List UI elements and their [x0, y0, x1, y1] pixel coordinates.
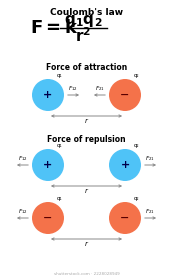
Text: $F_{21}$: $F_{21}$: [145, 207, 155, 216]
Text: $F_{21}$: $F_{21}$: [145, 154, 155, 163]
Circle shape: [109, 202, 141, 234]
Text: $F_{21}$: $F_{21}$: [95, 84, 105, 93]
Text: −: −: [120, 90, 130, 100]
Text: $\bf{q_1q_2}$: $\bf{q_1q_2}$: [64, 13, 102, 29]
Text: $\bf{r^2}$: $\bf{r^2}$: [75, 27, 91, 45]
Text: +: +: [43, 90, 53, 100]
Circle shape: [32, 202, 64, 234]
Text: q₂: q₂: [134, 143, 139, 148]
Text: q₂: q₂: [134, 73, 139, 78]
Text: Coulomb's law: Coulomb's law: [50, 8, 123, 17]
Text: q₁: q₁: [57, 73, 62, 78]
Text: Force of repulsion: Force of repulsion: [47, 136, 126, 144]
Circle shape: [32, 79, 64, 111]
Text: $F_{12}$: $F_{12}$: [18, 154, 28, 163]
Text: q₁: q₁: [57, 143, 62, 148]
Text: +: +: [120, 160, 130, 170]
Circle shape: [109, 79, 141, 111]
Text: r: r: [85, 188, 88, 194]
Text: −: −: [43, 213, 53, 223]
Text: Force of attraction: Force of attraction: [46, 64, 127, 73]
Text: q₁: q₁: [57, 196, 62, 201]
Text: −: −: [120, 213, 130, 223]
Text: r: r: [85, 118, 88, 124]
Circle shape: [32, 149, 64, 181]
Text: $\bf{F{=}k}$: $\bf{F{=}k}$: [30, 19, 79, 37]
Text: +: +: [43, 160, 53, 170]
Circle shape: [109, 149, 141, 181]
Text: q₂: q₂: [134, 196, 139, 201]
Text: $F_{12}$: $F_{12}$: [68, 84, 78, 93]
Text: shutterstock.com · 2228028949: shutterstock.com · 2228028949: [54, 272, 119, 276]
Text: r: r: [85, 241, 88, 247]
Text: $F_{12}$: $F_{12}$: [18, 207, 28, 216]
